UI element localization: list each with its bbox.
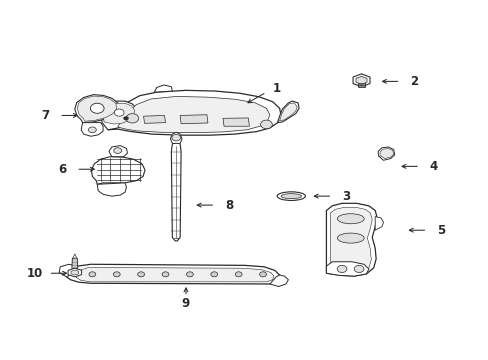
Ellipse shape [337,214,364,224]
Text: 10: 10 [27,267,43,280]
Polygon shape [101,101,137,130]
Circle shape [162,272,168,277]
Text: 1: 1 [273,82,281,95]
Polygon shape [154,85,172,92]
Polygon shape [180,115,207,124]
Circle shape [123,117,128,120]
Circle shape [126,114,139,123]
Polygon shape [77,96,117,121]
Polygon shape [109,145,127,157]
Circle shape [336,265,346,273]
Polygon shape [223,118,249,126]
Polygon shape [81,123,103,136]
Circle shape [171,134,180,141]
Text: 5: 5 [436,224,444,237]
Circle shape [260,120,272,129]
Polygon shape [97,183,126,196]
Circle shape [90,103,104,113]
Polygon shape [352,74,369,87]
Polygon shape [357,82,364,87]
Polygon shape [330,207,371,273]
Circle shape [114,109,124,116]
Text: 2: 2 [409,75,417,88]
Ellipse shape [281,194,301,199]
Polygon shape [72,258,78,268]
Circle shape [210,272,217,277]
Polygon shape [374,217,383,230]
Circle shape [89,272,96,277]
Polygon shape [118,96,269,133]
Circle shape [235,272,242,277]
Circle shape [113,272,120,277]
Circle shape [88,127,96,133]
Polygon shape [355,76,366,84]
Polygon shape [269,275,288,287]
Polygon shape [108,90,281,135]
Polygon shape [75,95,119,123]
Polygon shape [277,101,299,123]
Ellipse shape [337,233,364,243]
Ellipse shape [277,192,305,201]
Polygon shape [143,116,165,123]
Text: 4: 4 [428,160,437,173]
Polygon shape [170,132,182,143]
Polygon shape [377,147,394,160]
Polygon shape [73,254,77,258]
Polygon shape [171,141,181,241]
Polygon shape [326,262,368,276]
Polygon shape [59,264,78,277]
Circle shape [186,272,193,277]
Circle shape [353,265,363,273]
Polygon shape [71,270,79,275]
Text: 8: 8 [224,199,233,212]
Polygon shape [279,103,297,121]
Polygon shape [379,148,393,158]
Polygon shape [326,203,376,276]
Text: 6: 6 [59,163,66,176]
Polygon shape [103,103,135,124]
Text: 7: 7 [41,109,49,122]
Circle shape [138,272,144,277]
Text: 9: 9 [182,297,190,310]
Text: 3: 3 [341,190,349,203]
Circle shape [259,272,266,277]
Circle shape [114,148,122,153]
Polygon shape [66,264,279,284]
Polygon shape [91,157,145,184]
Polygon shape [68,268,81,277]
Polygon shape [76,267,273,282]
